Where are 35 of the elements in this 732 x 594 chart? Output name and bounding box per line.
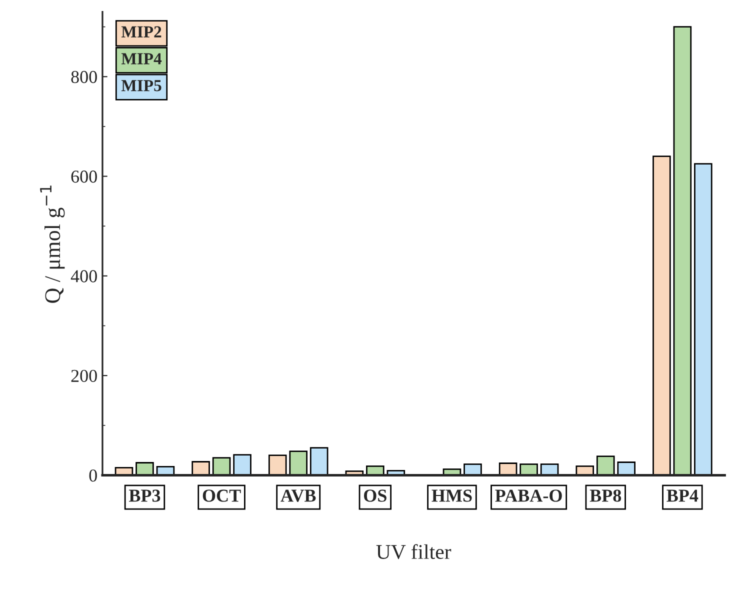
y-tick-label: 200 [71,370,97,382]
y-tick-label: 800 [71,70,97,84]
x-tick-label: AVB [280,490,316,502]
y-axis-title: Q / μmol g$^{−1}$ [40,186,65,303]
bar [212,457,231,476]
bar [498,462,518,476]
bar [673,26,692,476]
bar [310,447,328,476]
bar [366,466,384,476]
bar [136,462,154,476]
x-tick-label: HMS [432,490,472,502]
bar [520,464,538,476]
x-tick-label: PABA-O [495,490,562,502]
text: MIP5 [121,80,162,92]
y-tick-label: 400 [70,270,97,282]
bar [694,163,712,476]
x-tick-label: BP4 [666,490,698,502]
bar [596,456,615,476]
y-tick-label: 0 [89,469,97,482]
bar [617,462,636,476]
x-tick-label: OS [364,490,386,502]
x-tick-label: BP8 [590,490,622,502]
bar [268,454,287,476]
y-tick-label: 600 [71,170,97,183]
bar [289,450,308,476]
bar [464,464,482,476]
text: MIP2 [121,26,162,38]
x-tick-label: OCT [202,490,241,502]
x-tick-label: BP3 [128,490,160,502]
bar [652,156,671,476]
bar [192,461,210,476]
bar [576,466,594,476]
text: MIP4 [121,53,162,64]
x-axis-title: UV filter [376,544,452,560]
bar [233,454,252,476]
